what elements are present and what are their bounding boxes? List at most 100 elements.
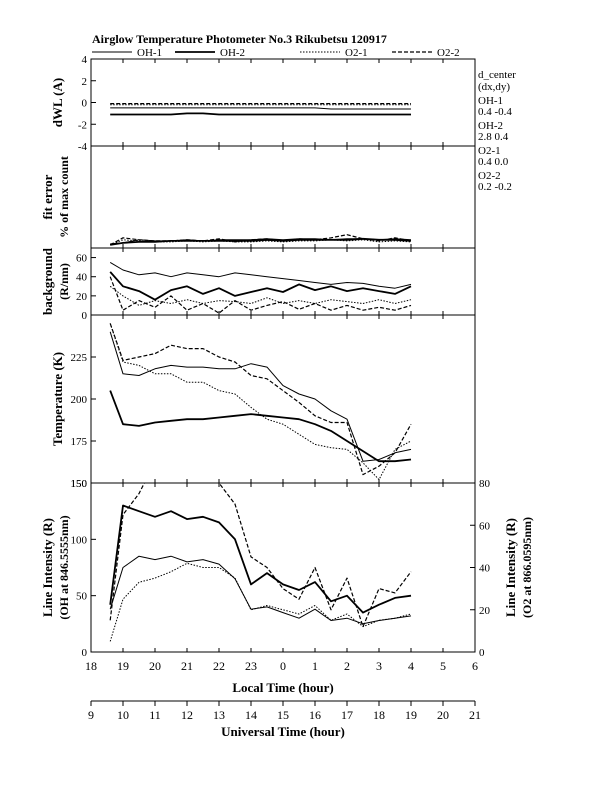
y-axis-label: Temperature (K) xyxy=(50,352,65,446)
y2-tick-label: 60 xyxy=(479,520,491,532)
side-note-name: O2-2 xyxy=(478,170,501,182)
x-axes: 18 19 20 21 22 23 0 1 2 3 4 5 69 10 11 12 13 14 15 16 17 18 19… xyxy=(85,659,481,722)
side-note-value: 0.4 0.0 xyxy=(478,156,509,168)
x-tick-label-ut: 10 xyxy=(117,708,129,722)
series-line-oh-2 xyxy=(110,112,411,116)
y2-axis-label: Line Intensity (R) xyxy=(503,518,518,617)
y-tick-label: 175 xyxy=(71,436,88,448)
y-tick-label: 0 xyxy=(82,647,88,659)
panel-frame xyxy=(90,314,476,484)
x-tick-label-local: 4 xyxy=(408,659,414,673)
side-note-name: O2-1 xyxy=(478,145,501,157)
series-line-oh-1 xyxy=(109,261,412,289)
y-tick-label: 2 xyxy=(82,76,88,88)
side-note-sub: (dx,dy) xyxy=(478,81,510,93)
y-axis-label-2: % of max count xyxy=(57,156,71,238)
series-line-oh-2 xyxy=(109,271,412,301)
y-axis-label-2: (OH at 846.5555nm) xyxy=(57,515,71,619)
series-line-oh-1 xyxy=(109,331,412,462)
series-line-oh-2 xyxy=(109,504,412,614)
x-tick-label-local: 3 xyxy=(376,659,382,673)
series-line-o2-1 xyxy=(110,239,412,246)
x-tick-label-local: 19 xyxy=(117,659,129,673)
series-line-o2-2 xyxy=(109,323,412,476)
series-line-oh-1 xyxy=(110,107,411,110)
legend-label-oh-1: OH-1 xyxy=(137,47,162,59)
x-tick-label-local: 1 xyxy=(312,659,318,673)
side-note-value: 0.4 -0.4 xyxy=(478,106,512,118)
y-axis-label: background xyxy=(40,247,55,315)
y2-tick-label: 20 xyxy=(479,605,491,617)
x-tick-label-local: 2 xyxy=(344,659,350,673)
x-tick-label-ut: 16 xyxy=(309,708,321,722)
panel-frame xyxy=(90,58,476,147)
x-tick-label-local: 0 xyxy=(280,659,286,673)
y-tick-label: -2 xyxy=(78,119,87,131)
side-note-header: d_center xyxy=(478,69,516,81)
x-tick-label-local: 6 xyxy=(472,659,478,673)
x-tick-label-ut: 20 xyxy=(437,708,449,722)
side-note-value: 0.2 -0.2 xyxy=(478,181,512,193)
panel-3: 60 40 20 0 background (R/nm) xyxy=(40,247,476,322)
x-tick-label-local: 5 xyxy=(440,659,446,673)
x-tick-label-local: 21 xyxy=(181,659,193,673)
x-tick-label-ut: 11 xyxy=(149,708,161,722)
x-tick-label-local: 18 xyxy=(85,659,97,673)
x-tick-label-local: 22 xyxy=(213,659,225,673)
x-tick-label-ut: 18 xyxy=(373,708,385,722)
legend-label-o2-1: O2-1 xyxy=(345,47,368,59)
series-line-o2-2 xyxy=(109,483,412,628)
x-tick-label-ut: 17 xyxy=(341,708,353,722)
legend-label-o2-2: O2-2 xyxy=(437,47,460,59)
series-line-o2-2 xyxy=(109,276,412,314)
side-note: d_center(dx,dy) OH-10.4 -0.4 OH-22.8 0.4 O2… xyxy=(478,69,516,193)
x-tick-label-ut: 14 xyxy=(245,708,257,722)
y-axis-label: Line Intensity (R) xyxy=(40,518,55,617)
series-line-oh-1 xyxy=(109,555,412,625)
panel-frame xyxy=(90,482,476,653)
y-tick-label: 150 xyxy=(71,478,88,490)
panel-4: 225 200 175 150 Temperature (K) xyxy=(50,314,476,490)
y-tick-label: 20 xyxy=(76,291,88,303)
y-tick-label: 200 xyxy=(71,394,88,406)
series-line-oh-2 xyxy=(109,390,412,463)
x-axis-label-ut: Universal Time (hour) xyxy=(221,724,345,739)
legend-label-oh-2: OH-2 xyxy=(220,47,245,59)
y-tick-label: 4 xyxy=(82,54,88,66)
panel-frame xyxy=(90,145,476,249)
y-tick-label: 50 xyxy=(76,591,88,603)
panel-1: 4 2 0 -2 -4 dWL (A) xyxy=(50,54,476,153)
x-axis-label-local: Local Time (hour) xyxy=(232,680,333,695)
y2-tick-label: 40 xyxy=(479,563,491,575)
y-axis-label: fit error xyxy=(40,174,55,219)
y-tick-label: 150 xyxy=(71,478,88,490)
x-tick-label-ut: 21 xyxy=(469,708,481,722)
y-tick-label: 0 xyxy=(82,310,88,322)
y-tick-label: 100 xyxy=(71,534,88,546)
chart-title: Airglow Temperature Photometer No.3 Riku… xyxy=(92,32,387,46)
x-tick-label-ut: 19 xyxy=(405,708,417,722)
y-axis-label-2: (R/nm) xyxy=(57,263,71,300)
x-tick-label-ut: 12 xyxy=(181,708,193,722)
panel-2: fit error% of max count xyxy=(40,145,476,249)
x-tick-label-ut: 13 xyxy=(213,708,225,722)
y-tick-label: -4 xyxy=(78,141,88,153)
y2-axis-label-2: (O2 at 866.0595nm) xyxy=(520,517,534,618)
x-tick-label-local: 20 xyxy=(149,659,161,673)
series-line-o2-1 xyxy=(109,285,412,306)
y2-tick-label: 80 xyxy=(479,478,491,490)
series-line-o2-1 xyxy=(109,323,412,481)
side-note-name: OH-2 xyxy=(478,120,503,132)
side-note-name: OH-1 xyxy=(478,95,503,107)
y-tick-label: 60 xyxy=(76,253,88,265)
x-tick-label-ut: 15 xyxy=(277,708,289,722)
y2-tick-label: 0 xyxy=(479,647,485,659)
y-tick-label: 0 xyxy=(82,98,88,110)
series-line-o2-1 xyxy=(109,562,412,642)
legend: OH-1 OH-2 O2-1 O2-2 xyxy=(92,47,460,59)
series-line-o2-2 xyxy=(109,234,412,246)
x-tick-label-ut: 9 xyxy=(88,708,94,722)
x-tick-label-local: 23 xyxy=(245,659,257,673)
